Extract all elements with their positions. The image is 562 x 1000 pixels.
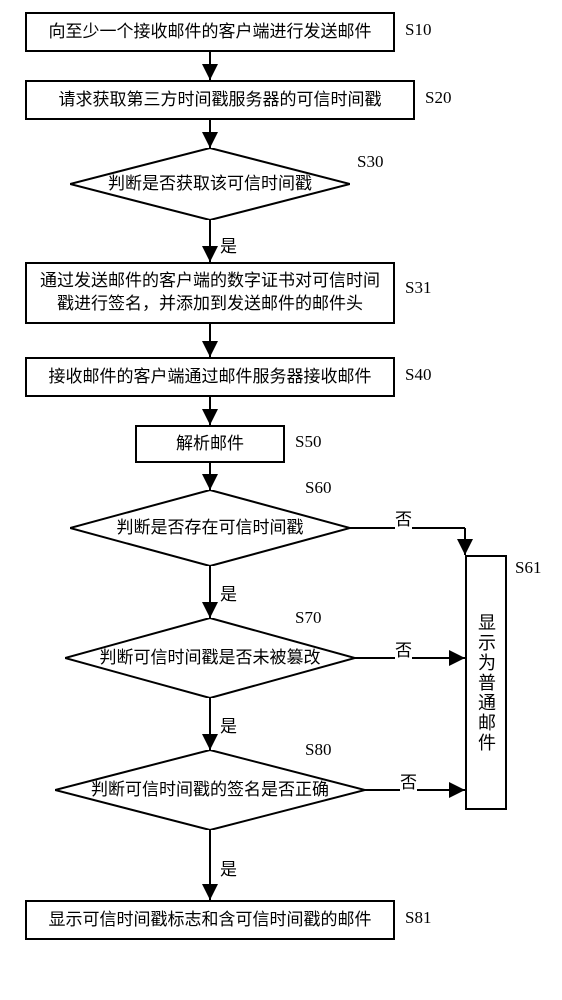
edge-s70-yes: 是 [220,712,237,737]
node-s40-text: 接收邮件的客户端通过邮件服务器接收邮件 [49,366,372,389]
node-s61: 显示为普通邮件 [465,555,507,810]
node-s20-text: 请求获取第三方时间戳服务器的可信时间戳 [59,89,382,112]
node-s60: 判断是否存在可信时间戳 [70,490,350,566]
node-s31: 通过发送邮件的客户端的数字证书对可信时间戳进行签名，并添加到发送邮件的邮件头 [25,262,395,324]
node-s10: 向至少一个接收邮件的客户端进行发送邮件 [25,12,395,52]
node-s50: 解析邮件 [135,425,285,463]
node-s70: 判断可信时间戳是否未被篡改 [65,618,355,698]
node-s80-text: 判断可信时间戳的签名是否正确 [91,779,329,801]
label-s30: S30 [357,152,383,172]
edge-s80-yes: 是 [220,855,237,880]
label-s50: S50 [295,432,321,452]
node-s30: 判断是否获取该可信时间戳 [70,148,350,220]
label-s40: S40 [405,365,431,385]
node-s81: 显示可信时间戳标志和含可信时间戳的邮件 [25,900,395,940]
node-s61-text: 显示为普通邮件 [473,613,499,753]
label-s10: S10 [405,20,431,40]
node-s20: 请求获取第三方时间戳服务器的可信时间戳 [25,80,415,120]
node-s81-text: 显示可信时间戳标志和含可信时间戳的邮件 [49,909,372,932]
label-s60: S60 [305,478,331,498]
edge-s80-no: 否 [400,768,417,793]
label-s31: S31 [405,278,431,298]
node-s50-text: 解析邮件 [176,433,244,456]
edge-s60-yes: 是 [220,580,237,605]
node-s70-text: 判断可信时间戳是否未被篡改 [100,647,321,669]
label-s61: S61 [515,558,541,578]
edge-s60-no: 否 [395,505,412,530]
node-s60-text: 判断是否存在可信时间戳 [117,517,304,539]
edge-s70-no: 否 [395,636,412,661]
label-s20: S20 [425,88,451,108]
node-s10-text: 向至少一个接收邮件的客户端进行发送邮件 [49,21,372,44]
node-s31-text: 通过发送邮件的客户端的数字证书对可信时间戳进行签名，并添加到发送邮件的邮件头 [37,270,383,316]
edge-s30-yes: 是 [220,232,237,257]
label-s80: S80 [305,740,331,760]
node-s40: 接收邮件的客户端通过邮件服务器接收邮件 [25,357,395,397]
label-s81: S81 [405,908,431,928]
label-s70: S70 [295,608,321,628]
node-s30-text: 判断是否获取该可信时间戳 [108,173,312,195]
node-s80: 判断可信时间戳的签名是否正确 [55,750,365,830]
